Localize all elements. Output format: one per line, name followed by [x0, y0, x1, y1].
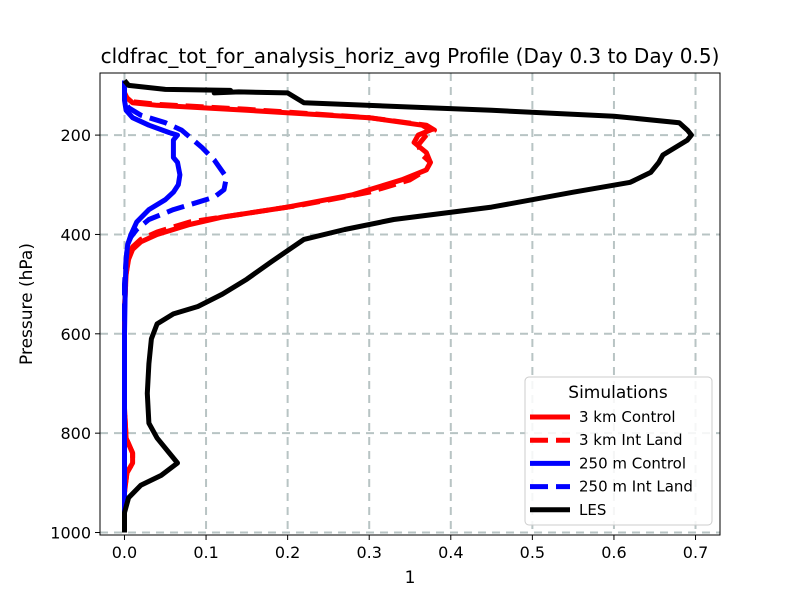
x-tick-label: 0.4 — [438, 543, 463, 562]
legend-title: Simulations — [568, 383, 668, 403]
y-axis-label: Pressure (hPa) — [17, 243, 37, 365]
y-tick-label: 600 — [60, 325, 91, 344]
legend-label: 3 km Int Land — [579, 431, 683, 449]
x-axis-label: 1 — [405, 568, 416, 588]
legend-label: LES — [579, 501, 606, 519]
x-tick-label: 0.0 — [112, 543, 137, 562]
x-tick-label: 0.7 — [683, 543, 708, 562]
legend-label: 3 km Control — [579, 408, 676, 426]
ticks: 0.0 0.1 0.2 0.3 0.4 0.5 0.6 0.7 200 400 600 800 1000 — [50, 126, 708, 562]
legend-label: 250 m Int Land — [579, 478, 693, 496]
chart-title: cldfrac_tot_for_analysis_horiz_avg Profi… — [101, 44, 720, 68]
y-tick-label: 1000 — [50, 524, 91, 543]
x-tick-label: 0.2 — [275, 543, 300, 562]
y-tick-label: 200 — [60, 126, 91, 145]
x-tick-label: 0.6 — [601, 543, 626, 562]
legend: Simulations 3 km Control 3 km Int Land 250… — [524, 376, 713, 526]
series-group — [122, 78, 694, 533]
grid — [100, 73, 720, 535]
legend-box — [524, 376, 713, 526]
legend-label: 250 m Control — [579, 454, 686, 472]
series-line-5 — [122, 78, 694, 533]
y-tick-label: 800 — [60, 424, 91, 443]
plot-frame — [99, 72, 721, 536]
x-tick-label: 0.3 — [356, 543, 381, 562]
legend-items: 3 km Control 3 km Int Land 250 m Control 25… — [530, 408, 693, 519]
x-tick-label: 0.5 — [520, 543, 545, 562]
y-tick-label: 400 — [60, 225, 91, 244]
x-tick-label: 0.1 — [193, 543, 218, 562]
series-line-4 — [122, 80, 229, 533]
